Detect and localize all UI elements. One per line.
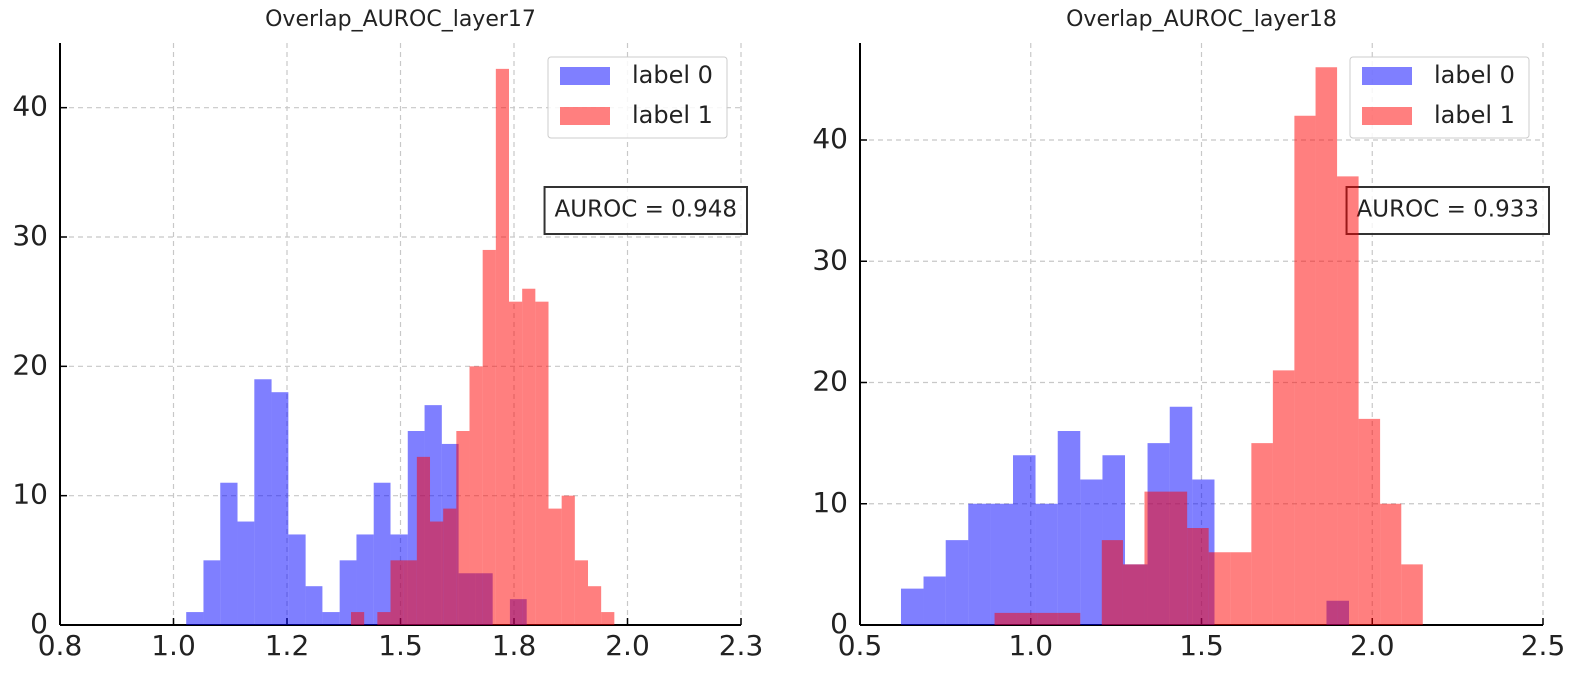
bar xyxy=(1037,612,1059,625)
bar xyxy=(403,560,417,625)
legend-label: label 1 xyxy=(632,101,713,129)
bar xyxy=(220,482,238,625)
bar xyxy=(288,534,306,625)
bar xyxy=(443,508,457,625)
bar xyxy=(900,588,924,625)
bar xyxy=(1122,564,1145,625)
bar xyxy=(1380,503,1402,625)
y-tick-label: 10 xyxy=(812,486,848,519)
bar xyxy=(968,503,991,625)
bar xyxy=(237,521,255,625)
bar xyxy=(994,612,1017,625)
bar xyxy=(254,379,272,625)
y-tick-label: 0 xyxy=(830,607,848,640)
bar xyxy=(469,366,483,625)
bar xyxy=(373,482,391,625)
bar xyxy=(1058,612,1081,625)
bar xyxy=(535,301,549,625)
bar xyxy=(1165,491,1188,625)
bar xyxy=(456,431,470,625)
x-tick-label: 2.0 xyxy=(605,629,650,662)
bar xyxy=(351,612,365,625)
annotation: AUROC = 0.948 xyxy=(555,197,737,223)
bar xyxy=(1187,528,1209,625)
chart-title: Overlap_AUROC_layer18 xyxy=(1066,7,1337,32)
bar xyxy=(430,521,444,625)
annotation-box xyxy=(543,186,748,235)
bar xyxy=(1251,443,1273,625)
bar xyxy=(548,508,562,625)
bar xyxy=(1035,503,1058,625)
bar xyxy=(945,540,969,625)
bar xyxy=(1401,564,1423,625)
y-tick-label: 10 xyxy=(12,478,48,511)
bar xyxy=(1358,418,1381,625)
legend-swatch xyxy=(1362,67,1412,85)
bar xyxy=(377,612,391,625)
bar xyxy=(1315,67,1338,625)
x-tick-label: 1.8 xyxy=(492,629,537,662)
y-tick-label: 20 xyxy=(12,348,48,381)
bar xyxy=(1337,176,1359,625)
bar xyxy=(509,301,523,625)
y-tick-label: 30 xyxy=(12,219,48,252)
legend-swatch xyxy=(560,67,610,85)
bar xyxy=(574,560,589,625)
bar xyxy=(1230,552,1252,625)
bar xyxy=(1272,370,1295,625)
bar xyxy=(271,392,289,625)
bar xyxy=(923,576,946,625)
bar xyxy=(1012,455,1036,625)
bar xyxy=(1101,540,1123,625)
bar xyxy=(990,503,1013,625)
x-tick-label: 2.0 xyxy=(1350,629,1395,662)
bar xyxy=(1208,552,1231,625)
bar xyxy=(482,249,496,625)
bar xyxy=(356,534,374,625)
bar xyxy=(322,612,340,625)
y-tick-label: 40 xyxy=(12,90,48,123)
annotation: AUROC = 0.933 xyxy=(1357,197,1539,223)
annotation-box xyxy=(1345,186,1550,235)
bar xyxy=(1057,431,1081,625)
bar xyxy=(416,456,431,625)
x-tick-label: 1.0 xyxy=(151,629,196,662)
panel: Overlap_AUROC_layer18 0 10 20 30 40 0.5 1.0 1.5 2… xyxy=(812,7,1565,662)
bar xyxy=(339,560,357,625)
x-tick-label: 2.5 xyxy=(1521,629,1566,662)
x-tick-label: 1.5 xyxy=(1179,629,1224,662)
bar xyxy=(1016,612,1038,625)
bar xyxy=(390,560,404,625)
bar xyxy=(1294,115,1316,625)
bar xyxy=(1144,491,1166,625)
y-tick-label: 20 xyxy=(812,365,848,398)
x-tick-label: 1.2 xyxy=(265,629,310,662)
x-tick-label: 0.5 xyxy=(838,629,883,662)
bar xyxy=(588,586,602,625)
bar xyxy=(495,68,510,625)
x-tick-label: 1.0 xyxy=(1008,629,1053,662)
bar xyxy=(601,612,615,625)
x-tick-label: 2.3 xyxy=(719,629,764,662)
legend-swatch xyxy=(560,107,610,125)
legend-label: label 1 xyxy=(1434,101,1515,129)
x-tick-label: 0.8 xyxy=(38,629,83,662)
chart-title: Overlap_AUROC_layer17 xyxy=(265,7,536,32)
legend-swatch xyxy=(1362,107,1412,125)
legend-label: label 0 xyxy=(632,61,713,89)
legend-label: label 0 xyxy=(1434,61,1515,89)
bar xyxy=(1080,479,1103,625)
bar xyxy=(186,612,204,625)
bar xyxy=(522,288,536,625)
y-tick-label: 30 xyxy=(812,243,848,276)
y-tick-label: 40 xyxy=(812,122,848,155)
x-tick-label: 1.5 xyxy=(378,629,423,662)
bar xyxy=(203,560,221,625)
bar xyxy=(561,495,575,625)
y-tick-label: 0 xyxy=(30,607,48,640)
bar xyxy=(305,586,323,625)
